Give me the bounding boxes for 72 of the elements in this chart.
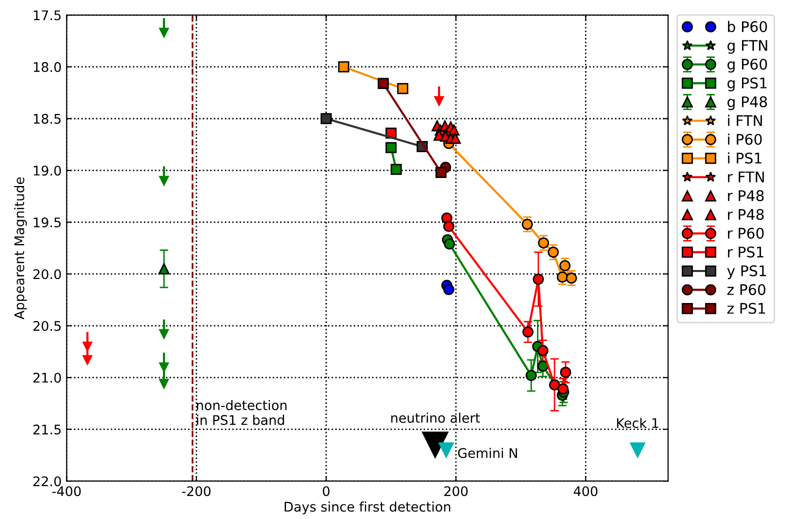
point	[443, 284, 454, 296]
point	[390, 164, 402, 175]
point	[159, 28, 169, 38]
point	[630, 442, 646, 458]
annotation: neutrino alert	[391, 412, 480, 423]
point	[532, 274, 544, 285]
x-tick-label: 400	[574, 486, 598, 496]
legend-label: r P60	[728, 228, 764, 239]
point	[159, 329, 169, 339]
y-tick-label: 19.0	[34, 166, 61, 176]
point	[526, 370, 537, 382]
point	[557, 383, 569, 394]
point	[378, 78, 389, 89]
legend-label: g FTN	[728, 40, 768, 54]
point	[82, 355, 92, 365]
point	[320, 113, 332, 124]
legend-label: y PS1	[727, 265, 766, 280]
point	[159, 176, 169, 186]
legend-label: i P60	[728, 134, 762, 145]
point	[538, 237, 550, 248]
legend-label: r FTN	[728, 172, 764, 182]
legend-label: i PS1	[728, 152, 762, 164]
point	[397, 83, 408, 94]
legend-label: r P48	[728, 208, 764, 220]
x-axis-title: Days since first detection	[284, 502, 450, 514]
legend-label: g P48	[728, 96, 767, 110]
x-tick-label: 200	[444, 486, 468, 496]
point	[548, 246, 559, 258]
y-tick-label: 18.0	[34, 62, 61, 72]
x-tick-label: -400	[52, 486, 81, 496]
point	[438, 442, 454, 458]
point	[434, 96, 444, 106]
point	[537, 345, 548, 356]
legend-label: r P48	[728, 190, 764, 202]
x-tick-label: -200	[182, 486, 211, 496]
point	[522, 218, 533, 230]
point	[560, 366, 572, 378]
legend-label: g PS1	[728, 77, 767, 92]
point	[158, 263, 170, 274]
point	[443, 220, 454, 232]
legend-label: z PS1	[727, 302, 765, 314]
y-tick-label: 20.0	[33, 269, 61, 280]
y-tick-label: 21.5	[33, 424, 61, 435]
ref-line-label: non-detection in PS1 z band	[196, 400, 287, 426]
point	[159, 362, 169, 372]
point	[159, 378, 169, 389]
annotation: Gemini N	[458, 448, 517, 458]
legend-label: z P60	[727, 284, 766, 296]
point	[444, 238, 456, 250]
y-tick-label: 21.0	[33, 372, 61, 383]
legend-label: g P60	[728, 58, 767, 73]
point	[338, 61, 350, 72]
legend-label: i FTN	[728, 114, 762, 126]
point	[435, 166, 447, 178]
y-tick-label: 17.5	[34, 10, 61, 20]
y-tick-label: 19.5	[34, 217, 61, 228]
point	[537, 360, 548, 372]
legend-label: b P60	[728, 20, 767, 32]
point	[522, 326, 534, 338]
y-tick-label: 18.5	[34, 114, 61, 124]
annotation: Keck 1	[617, 418, 658, 428]
point	[450, 132, 461, 144]
point	[448, 124, 460, 136]
x-tick-label: 0	[322, 486, 330, 496]
y-tick-label: 22.0	[33, 476, 61, 486]
point	[549, 379, 560, 390]
y-axis-title: Appearent Magnitude	[14, 177, 27, 320]
y-tick-label: 20.5	[33, 320, 61, 331]
point	[386, 142, 397, 154]
point	[422, 432, 448, 458]
point	[82, 342, 92, 352]
legend-label: r PS1	[728, 246, 764, 258]
